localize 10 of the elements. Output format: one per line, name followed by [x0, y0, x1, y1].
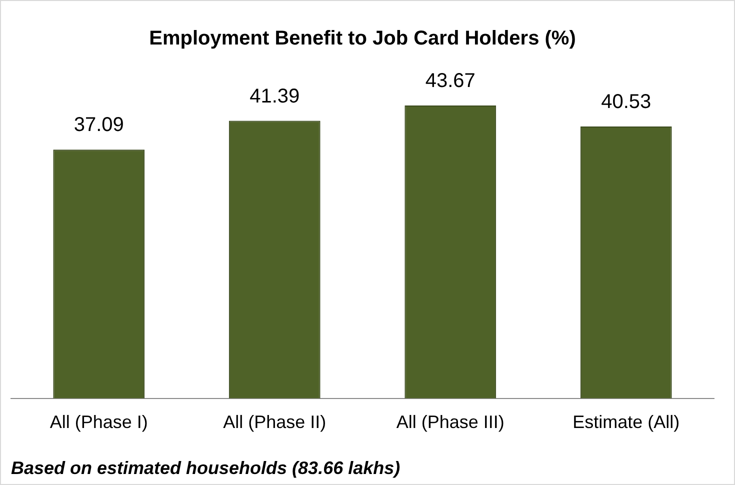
chart-title: Employment Benefit to Job Card Holders (%) — [149, 28, 576, 50]
x-tick-label: All (Phase II) — [223, 412, 326, 432]
x-tick-label: All (Phase I) — [50, 412, 148, 432]
x-tick-label: All (Phase III) — [396, 412, 504, 432]
data-label: 41.39 — [250, 85, 300, 108]
text: Based on estimated households (83.66 lakhs) — [11, 458, 400, 478]
data-label: 43.67 — [425, 70, 476, 92]
x-tick-label: Estimate (All) — [572, 412, 680, 432]
data-label: 37.09 — [74, 114, 124, 136]
data-label: 40.53 — [601, 91, 652, 114]
